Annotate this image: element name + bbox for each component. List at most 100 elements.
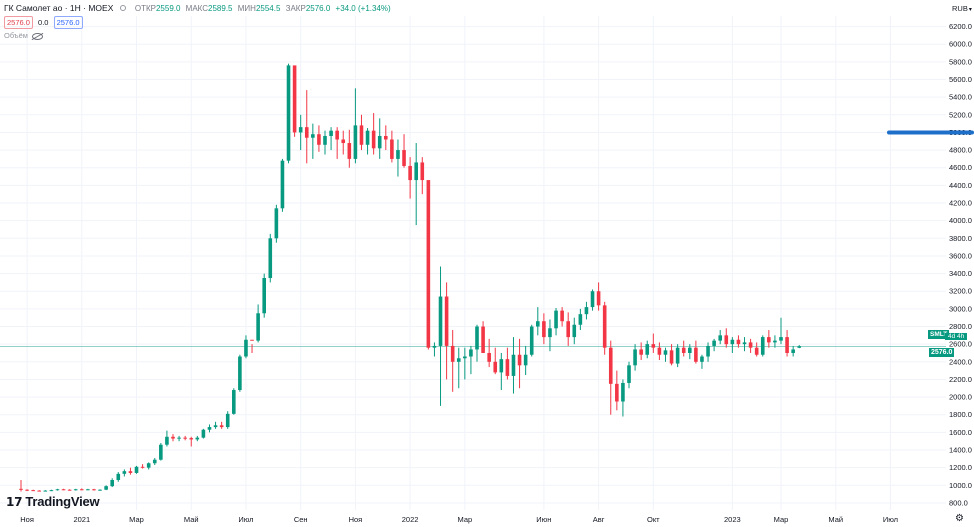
candle[interactable] bbox=[262, 273, 266, 318]
candle[interactable] bbox=[767, 330, 771, 348]
candle[interactable] bbox=[207, 424, 212, 433]
candle[interactable] bbox=[177, 435, 181, 442]
candle[interactable] bbox=[219, 421, 224, 429]
candle[interactable] bbox=[785, 330, 789, 357]
candle[interactable] bbox=[706, 342, 710, 362]
candle[interactable] bbox=[523, 345, 528, 376]
candle[interactable] bbox=[353, 88, 358, 164]
candle[interactable] bbox=[645, 340, 650, 359]
candle[interactable] bbox=[694, 340, 698, 364]
candle[interactable] bbox=[292, 65, 297, 137]
candle[interactable] bbox=[31, 489, 35, 492]
candle[interactable] bbox=[651, 333, 656, 353]
candle[interactable] bbox=[736, 335, 741, 348]
candle[interactable] bbox=[152, 457, 157, 466]
candle[interactable] bbox=[414, 143, 418, 226]
candle[interactable] bbox=[80, 488, 84, 491]
candle[interactable] bbox=[232, 388, 236, 415]
candle[interactable] bbox=[475, 324, 479, 362]
candle[interactable] bbox=[274, 204, 279, 243]
candle[interactable] bbox=[469, 345, 473, 375]
candle[interactable] bbox=[55, 488, 60, 491]
candle[interactable] bbox=[201, 428, 206, 439]
candle[interactable] bbox=[730, 337, 735, 353]
candle[interactable] bbox=[402, 134, 406, 168]
candle[interactable] bbox=[590, 289, 595, 311]
currency-selector[interactable]: RUB▾ bbox=[952, 4, 972, 13]
candle[interactable] bbox=[396, 139, 400, 177]
candle[interactable] bbox=[25, 489, 29, 492]
candle[interactable] bbox=[663, 347, 668, 362]
candle[interactable] bbox=[742, 337, 747, 352]
candle[interactable] bbox=[627, 361, 631, 389]
candle[interactable] bbox=[317, 125, 321, 152]
candle[interactable] bbox=[669, 344, 674, 366]
candle[interactable] bbox=[548, 319, 552, 352]
candle[interactable] bbox=[700, 354, 704, 369]
candle[interactable] bbox=[86, 488, 90, 491]
candle[interactable] bbox=[195, 435, 200, 442]
candle[interactable] bbox=[244, 335, 248, 359]
candle[interactable] bbox=[165, 430, 169, 447]
candle[interactable] bbox=[341, 130, 346, 155]
candle[interactable] bbox=[37, 490, 42, 492]
candle[interactable] bbox=[329, 127, 333, 151]
candle[interactable] bbox=[505, 347, 510, 380]
candle[interactable] bbox=[791, 345, 795, 357]
candle[interactable] bbox=[542, 313, 546, 345]
candle[interactable] bbox=[390, 130, 394, 163]
candle[interactable] bbox=[529, 324, 534, 357]
candle[interactable] bbox=[116, 472, 121, 482]
candle[interactable] bbox=[487, 338, 491, 368]
candle[interactable] bbox=[572, 317, 577, 345]
candle[interactable] bbox=[584, 301, 589, 320]
candle[interactable] bbox=[560, 307, 564, 327]
eye-off-icon[interactable] bbox=[31, 32, 43, 40]
candle[interactable] bbox=[438, 266, 443, 406]
candle[interactable] bbox=[122, 469, 127, 477]
candle[interactable] bbox=[657, 342, 662, 361]
candle[interactable] bbox=[712, 338, 716, 352]
candle[interactable] bbox=[511, 337, 516, 394]
sell-button[interactable]: 2576.0 bbox=[4, 16, 33, 29]
candle[interactable] bbox=[602, 301, 607, 355]
candle[interactable] bbox=[311, 123, 315, 159]
candle[interactable] bbox=[146, 462, 151, 470]
candle[interactable] bbox=[110, 478, 114, 488]
candle[interactable] bbox=[596, 282, 601, 311]
candle[interactable] bbox=[43, 490, 48, 492]
candle[interactable] bbox=[463, 347, 467, 380]
candle[interactable] bbox=[347, 129, 352, 168]
candle[interactable] bbox=[615, 370, 619, 411]
candle[interactable] bbox=[280, 158, 285, 212]
candle[interactable] bbox=[456, 347, 461, 389]
candle[interactable] bbox=[724, 328, 729, 348]
candle[interactable] bbox=[797, 345, 802, 349]
candle[interactable] bbox=[298, 114, 303, 151]
candle[interactable] bbox=[536, 307, 540, 336]
candle[interactable] bbox=[639, 342, 643, 361]
candle[interactable] bbox=[286, 63, 291, 164]
candle[interactable] bbox=[98, 489, 102, 491]
candle[interactable] bbox=[171, 434, 175, 442]
candle[interactable] bbox=[760, 335, 765, 357]
candle[interactable] bbox=[134, 465, 139, 474]
candle[interactable] bbox=[566, 312, 570, 346]
candle[interactable] bbox=[140, 464, 145, 469]
candle[interactable] bbox=[377, 118, 382, 159]
symbol-title[interactable]: ГК Самолет ао · 1Н · MOEX bbox=[4, 3, 114, 13]
candle[interactable] bbox=[554, 307, 558, 336]
candle[interactable] bbox=[323, 130, 327, 155]
candle[interactable] bbox=[499, 352, 504, 391]
candle[interactable] bbox=[578, 308, 583, 331]
candle[interactable] bbox=[67, 489, 72, 491]
candle[interactable] bbox=[183, 435, 187, 441]
candle[interactable] bbox=[365, 128, 370, 155]
candle[interactable] bbox=[748, 338, 753, 353]
candle[interactable] bbox=[371, 113, 376, 155]
candle[interactable] bbox=[359, 114, 364, 151]
candle[interactable] bbox=[384, 125, 388, 151]
candle[interactable] bbox=[754, 342, 759, 357]
candle[interactable] bbox=[432, 342, 437, 357]
gear-icon[interactable]: ⚙ bbox=[955, 513, 964, 524]
